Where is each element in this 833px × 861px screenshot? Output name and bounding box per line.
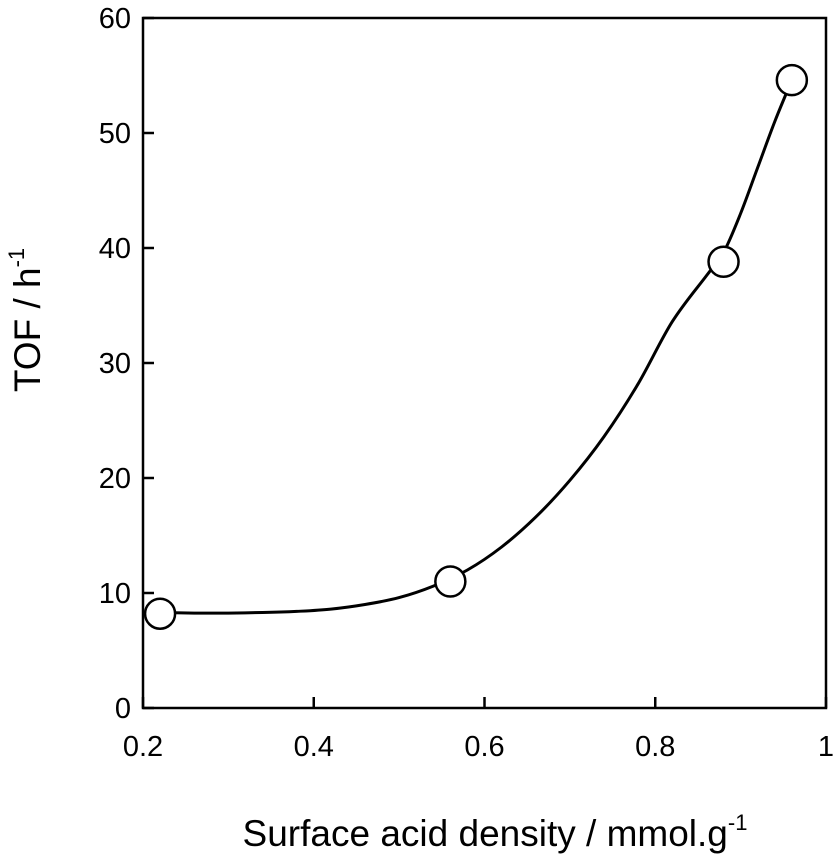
plot-frame (141, 16, 828, 710)
y-tick-label: 40 (99, 233, 131, 265)
trend-curve (160, 79, 794, 615)
y-axis-title: TOF / h-1 (4, 248, 48, 392)
data-point (143, 597, 177, 630)
data-point (775, 63, 809, 97)
x-axis-title: Surface acid density / mmol.g-1 (243, 810, 748, 854)
y-tick-label: 50 (99, 118, 131, 150)
x-tick-label: 0.4 (294, 731, 334, 763)
x-tick-label: 0.6 (464, 731, 504, 763)
x-tick-label: 1 (818, 731, 833, 763)
y-tick-label: 30 (99, 348, 131, 380)
data-point (707, 245, 740, 279)
y-tick-label: 10 (99, 578, 131, 610)
y-tick-label: 0 (115, 693, 131, 725)
y-tick-label: 60 (99, 3, 131, 35)
x-tick-label: 0.2 (123, 731, 163, 763)
y-tick-label: 20 (99, 463, 131, 495)
data-point (434, 565, 467, 598)
x-tick-label: 0.8 (635, 731, 675, 763)
